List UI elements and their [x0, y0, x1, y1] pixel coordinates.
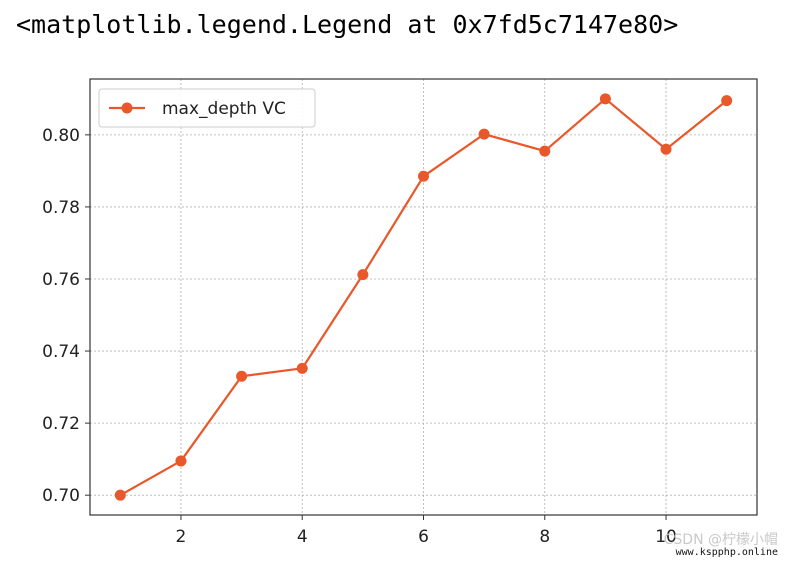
y-tick-label: 0.80 [42, 126, 80, 146]
data-point [175, 455, 187, 467]
data-point [478, 128, 490, 140]
y-tick-label: 0.74 [42, 342, 80, 362]
y-tick-label: 0.76 [42, 270, 80, 290]
data-point [418, 170, 429, 182]
legend-label: max_depth VC [162, 99, 286, 119]
watermark: CSDN @柠檬小帽 www.kspphp.online [664, 533, 778, 558]
data-point [236, 370, 248, 382]
data-point [296, 362, 308, 374]
x-tick-label: 2 [176, 527, 187, 547]
x-tick-label: 6 [418, 527, 429, 547]
data-point [539, 145, 551, 157]
data-point [660, 143, 672, 155]
y-tick-label: 0.78 [42, 198, 80, 218]
y-tick-label: 0.72 [42, 414, 80, 434]
axis-ticks: 2 4 6 8 10 0.70 0.72 0.74 0.76 0.78 0.80 [42, 126, 677, 547]
x-tick-label: 10 [655, 527, 677, 547]
data-point [721, 95, 733, 107]
data-point [357, 269, 369, 281]
x-tick-label: 4 [297, 527, 308, 547]
y-tick-label: 0.70 [42, 486, 80, 506]
legend: max_depth VC [98, 88, 316, 128]
watermark-url: www.kspphp.online [675, 546, 778, 558]
legend-marker [121, 102, 133, 114]
watermark-text: CSDN @柠檬小帽 [663, 531, 778, 548]
notebook-output-text: <matplotlib.legend.Legend at 0x7fd5c7147… [16, 10, 679, 39]
x-tick-label: 8 [539, 527, 550, 547]
data-point [114, 489, 126, 501]
data-point [599, 93, 611, 105]
series-layer [114, 93, 733, 501]
legend-box [98, 88, 316, 128]
